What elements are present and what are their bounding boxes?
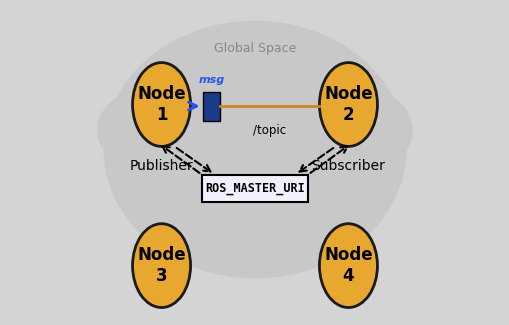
- Text: /topic: /topic: [253, 124, 286, 137]
- Ellipse shape: [319, 63, 377, 146]
- Ellipse shape: [309, 88, 412, 172]
- Ellipse shape: [132, 224, 190, 307]
- Ellipse shape: [271, 50, 367, 121]
- Ellipse shape: [103, 21, 406, 279]
- Ellipse shape: [196, 185, 313, 256]
- Text: Node
1: Node 1: [137, 85, 185, 124]
- Ellipse shape: [132, 166, 222, 237]
- Text: ROS_MASTER_URI: ROS_MASTER_URI: [205, 182, 304, 195]
- Text: Node
2: Node 2: [324, 85, 372, 124]
- FancyBboxPatch shape: [202, 92, 220, 121]
- Ellipse shape: [97, 88, 200, 172]
- Text: msg: msg: [198, 75, 224, 85]
- Ellipse shape: [200, 31, 309, 108]
- Ellipse shape: [132, 63, 190, 146]
- Text: Global Space: Global Space: [213, 42, 296, 55]
- Ellipse shape: [142, 50, 238, 121]
- Text: Publisher: Publisher: [129, 159, 193, 173]
- Text: Node
3: Node 3: [137, 246, 185, 285]
- Text: Subscriber: Subscriber: [311, 159, 385, 173]
- Ellipse shape: [319, 224, 377, 307]
- Ellipse shape: [287, 166, 377, 237]
- FancyBboxPatch shape: [202, 175, 307, 202]
- Text: Node
4: Node 4: [324, 246, 372, 285]
